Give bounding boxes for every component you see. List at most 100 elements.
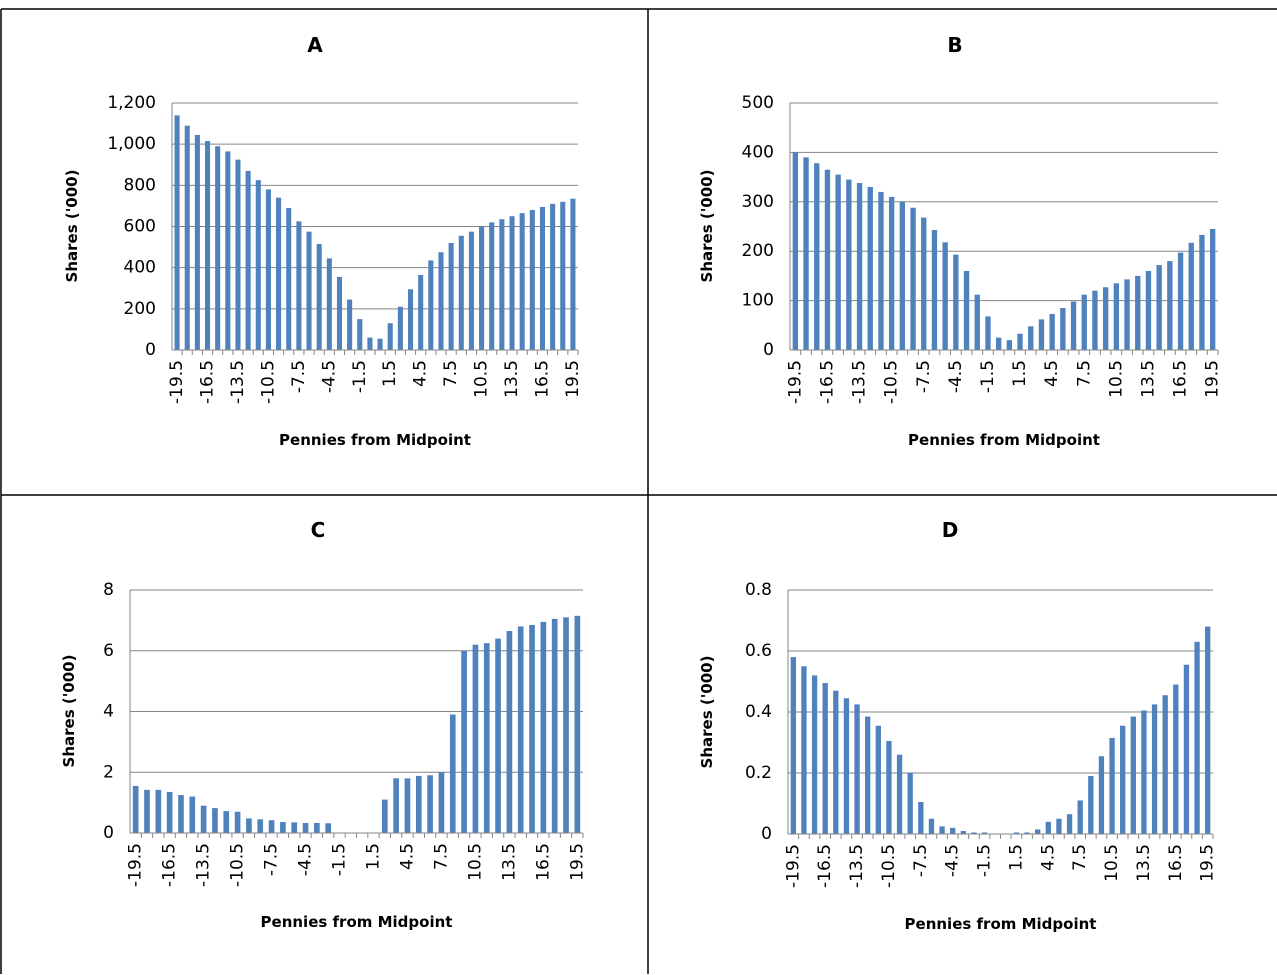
bar [495,638,501,833]
bar [974,294,980,350]
bar [1167,261,1173,350]
x-tick-label: -16.5 [815,844,835,888]
bar [835,174,841,350]
bar [1035,829,1041,834]
bar [166,791,173,833]
chart-title: D [942,518,959,542]
bar [427,775,433,833]
x-tick-label: -13.5 [847,844,867,888]
bar [428,260,434,350]
bar [479,226,485,350]
x-tick-label: -19.5 [167,360,187,404]
bar [407,289,414,350]
x-tick-label: -1.5 [330,843,350,876]
bar [336,276,343,350]
bar [397,306,403,350]
bar [1088,776,1094,834]
x-tick-label: -10.5 [879,844,899,888]
y-tick-label: 400 [124,258,156,278]
bar [438,772,445,833]
bar [1102,287,1109,350]
bar [963,270,970,350]
y-tick-label: 1,200 [107,93,156,113]
y-axis-title: Shares ('000) [698,170,716,283]
x-tick-label: -1.5 [978,360,998,393]
bar [291,822,298,833]
bar [499,219,505,350]
y-tick-label: 300 [742,192,774,212]
bar [1156,265,1162,350]
bar [1066,814,1073,834]
bar [563,617,569,833]
x-tick-label: 4.5 [411,360,431,387]
bar [1124,279,1130,350]
bar [212,808,218,833]
bar [570,198,576,350]
bar [1130,716,1136,834]
bar [257,819,264,833]
x-tick-label: 1.5 [363,843,383,870]
bar [910,207,916,350]
chart-title: C [311,518,326,542]
x-tick-label: -16.5 [160,843,180,887]
bar [1024,832,1030,834]
x-tick-label: -16.5 [817,360,837,404]
bar [377,338,383,350]
y-tick-label: 8 [103,580,114,600]
bar [854,704,860,834]
x-tick-label: 10.5 [1102,844,1122,882]
bar [942,242,948,350]
y-tick-label: 0.4 [745,702,772,722]
bar [888,196,895,350]
y-tick-label: 500 [742,93,774,113]
bar [792,152,799,350]
bar [896,754,903,834]
bar [960,830,966,834]
x-tick-label: 16.5 [1171,360,1191,398]
y-tick-label: 0 [761,824,772,844]
bar [468,231,474,350]
x-tick-label: 13.5 [502,360,522,398]
y-tick-label: 2 [103,762,114,782]
bar [509,216,515,350]
bar [865,716,871,834]
y-tick-label: 800 [124,175,156,195]
bar [438,252,444,350]
bar [268,820,275,833]
bar [1109,737,1115,834]
x-tick-label: 16.5 [533,843,553,881]
y-axis-title: Shares ('000) [60,655,78,768]
bar [357,319,363,350]
x-tick-label: -10.5 [882,360,902,404]
bar [381,799,388,833]
x-tick-label: 19.5 [563,360,583,398]
bar [200,805,207,833]
bar [1056,818,1062,834]
y-tick-label: 400 [742,142,774,162]
x-tick-label: 10.5 [1106,360,1126,398]
bar [246,818,252,833]
bar [803,157,809,350]
x-tick-label: -13.5 [228,360,248,404]
bar [550,203,556,350]
y-tick-label: 200 [742,241,774,261]
x-tick-label: -1.5 [975,844,995,877]
y-tick-label: 0 [763,340,774,360]
x-tick-label: 13.5 [1134,844,1154,882]
x-tick-label: 7.5 [431,843,451,870]
x-tick-label: 10.5 [472,360,492,398]
bar [878,191,884,350]
bar [415,775,422,833]
table-border [0,8,1277,974]
bar [174,115,180,350]
bar [1092,290,1098,350]
bar [225,151,231,350]
bar [801,666,807,834]
bar [418,274,424,350]
x-axis-title: Pennies from Midpoint [908,431,1100,449]
bar [811,675,818,834]
x-tick-label: 10.5 [465,843,485,881]
y-tick-label: 0.8 [745,580,772,600]
bar [875,725,881,834]
bar [276,197,282,350]
